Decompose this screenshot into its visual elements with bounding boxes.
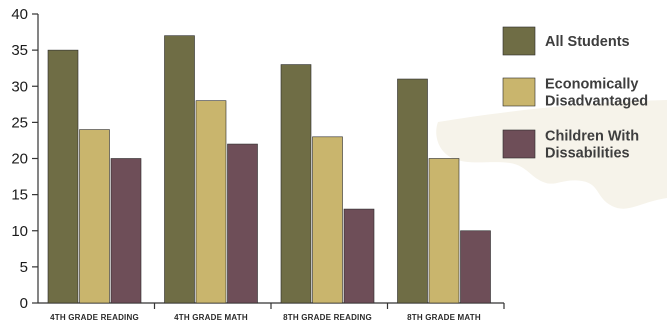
bar-children-with-dissabilities-8th-grade-math [460,230,491,304]
legend-label-line: All Students [545,34,630,50]
y-tick-label: 40 [11,6,28,23]
axis-labels: 0 5 10 15 20 25 30 35 40 4TH GRADE READING 4TH GRA… [11,6,481,322]
legend-label-economically-disadvantaged: Economically Disadvantaged [545,77,648,110]
x-tick-label: 8TH GRADE MATH [407,313,481,322]
legend-label-line: Children With [545,129,639,145]
y-tick-label: 0 [20,295,28,312]
bar-children-with-dissabilities-4th-grade-reading [110,158,142,304]
bar-all-students-4th-grade-math [164,35,195,304]
bar-children-with-dissabilities-4th-grade-math [227,143,258,304]
bar-all-students-4th-grade-reading [47,49,79,304]
legend-label-line: Economically [545,77,638,93]
y-tick-label: 15 [11,187,28,204]
bar-economically-disadvantaged-4th-grade-reading [79,129,110,304]
background-decoration [436,100,667,209]
legend-label-line: Dissabilities [545,146,630,162]
y-tick-label: 10 [11,223,28,240]
bar-economically-disadvantaged-8th-grade-reading [312,136,343,304]
x-tick-label: 4TH GRADE MATH [174,313,248,322]
legend-swatch-economically-disadvantaged [502,77,536,107]
legend-swatch-children-with-dissabilities [502,129,536,159]
legend-label-all-students: All Students [545,34,630,50]
bar-children-with-dissabilities-8th-grade-reading [343,208,375,304]
y-tick-label: 30 [11,78,28,95]
y-tick-label: 5 [20,259,28,276]
bar-economically-disadvantaged-4th-grade-math [195,100,227,304]
bar-all-students-8th-grade-reading [280,64,312,304]
y-tick-label: 20 [11,151,28,168]
y-tick-label: 35 [11,42,28,59]
legend-swatch-all-students [502,26,536,56]
legend: All Students Economically Disadvantaged Chi… [502,26,648,162]
y-tick-label: 25 [11,114,28,131]
x-tick-label: 8TH GRADE READING [283,313,372,322]
bar-economically-disadvantaged-8th-grade-math [428,158,460,304]
x-tick-label: 4TH GRADE READING [50,313,139,322]
bar-all-students-8th-grade-math [397,78,428,304]
legend-label-children-with-dissabilities: Children With Dissabilities [545,129,639,162]
legend-label-line: Disadvantaged [545,94,648,110]
bars [47,35,491,304]
